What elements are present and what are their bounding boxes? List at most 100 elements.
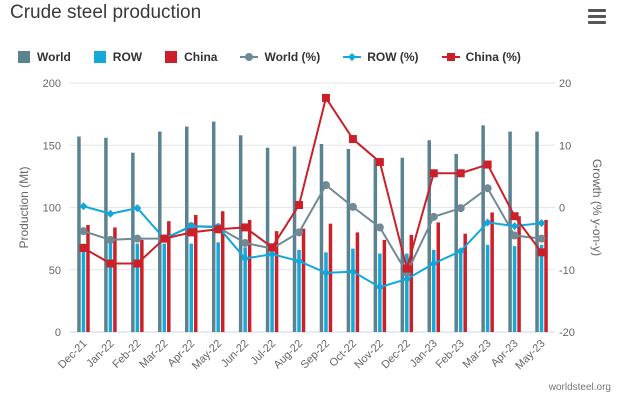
bar-row <box>270 247 274 332</box>
x-tick-label: Mar-23 <box>461 338 494 371</box>
point-row-pct <box>79 202 88 211</box>
legend: World ROW China World (%) ROW (%) China (%) <box>18 48 544 66</box>
bar-world <box>508 131 512 332</box>
point-world-pct <box>375 223 384 232</box>
point-row-pct <box>321 268 330 277</box>
legend-item-row[interactable]: ROW <box>93 50 142 64</box>
bar-china <box>167 221 171 332</box>
bar-row <box>243 247 247 332</box>
y-right-tick-label: 20 <box>559 78 571 90</box>
credit-text[interactable]: worldsteel.org <box>548 382 611 393</box>
legend-item-world[interactable]: World <box>18 50 71 64</box>
bar-world <box>158 131 162 332</box>
bar-china <box>247 219 252 332</box>
bar-china <box>140 239 144 332</box>
y-left-tick-label: 150 <box>43 140 61 152</box>
bar-row <box>135 243 140 332</box>
y-right-tick-label: -20 <box>559 327 575 339</box>
point-china-pct <box>348 135 357 144</box>
bar-world <box>373 158 378 332</box>
x-tick-label: Aug-22 <box>272 338 306 372</box>
bar-row <box>485 244 490 332</box>
point-row-pct <box>133 204 142 213</box>
bar-world <box>238 135 243 332</box>
legend-label: ROW (%) <box>367 50 419 64</box>
bar-china <box>86 224 90 332</box>
bar-china <box>517 216 521 332</box>
x-tick-label: Jan-23 <box>408 338 440 370</box>
y-right-tick-label: 10 <box>559 140 571 152</box>
x-tick-label: Feb-22 <box>110 338 143 371</box>
point-world-pct <box>79 227 88 236</box>
bar-world <box>427 140 431 332</box>
point-china-pct <box>133 259 142 268</box>
legend-label: World (%) <box>264 50 321 64</box>
x-tick-label: Jun-22 <box>219 338 251 370</box>
bar-row <box>539 244 544 332</box>
series-line-world <box>83 183 542 275</box>
bar-row <box>81 243 86 332</box>
point-china-pct <box>375 158 384 167</box>
y-left-tick-label: 50 <box>49 265 61 277</box>
x-tick-label: Nov-22 <box>352 338 386 372</box>
bar-china <box>409 234 414 332</box>
legend-item-china[interactable]: China <box>165 50 217 64</box>
legend-label: China <box>184 50 218 64</box>
bar-china <box>463 233 467 332</box>
legend-line-symbol <box>343 53 362 61</box>
y-right-tick-label: -10 <box>559 265 575 277</box>
bar-row <box>216 242 220 332</box>
point-world-pct <box>106 235 115 244</box>
point-row-pct <box>537 219 546 228</box>
point-china-pct <box>79 243 88 252</box>
bar-row <box>189 243 193 332</box>
menu-icon[interactable] <box>588 9 606 25</box>
point-row-pct <box>402 275 411 284</box>
legend-label: World <box>37 50 71 64</box>
bar-row <box>297 249 301 332</box>
bar-world <box>454 153 458 332</box>
x-tick-label: Mar-22 <box>137 338 170 371</box>
bar-row <box>324 252 328 332</box>
point-china-pct <box>510 212 519 221</box>
point-row-pct <box>483 218 492 227</box>
x-tick-label: Jan-22 <box>84 338 116 370</box>
bar-row <box>108 239 113 332</box>
bar-china <box>544 219 548 332</box>
point-china-pct <box>402 264 411 273</box>
point-china-pct <box>483 160 492 169</box>
point-china-pct <box>321 93 330 102</box>
legend-item-world[interactable]: World (%) <box>240 50 320 64</box>
x-tick-label: Feb-23 <box>434 338 467 371</box>
series-line-row <box>83 205 542 289</box>
bar-china <box>113 227 117 332</box>
legend-item-row[interactable]: ROW (%) <box>343 50 419 64</box>
legend-label: China (%) <box>465 50 521 64</box>
x-tick-label: May-22 <box>190 338 224 372</box>
point-world-pct <box>429 212 438 221</box>
y-left-tick-label: 100 <box>43 203 61 215</box>
point-world-pct <box>456 204 465 213</box>
point-china-pct <box>106 259 115 268</box>
legend-line-symbol <box>240 53 259 61</box>
legend-item-china[interactable]: China (%) <box>441 50 521 64</box>
point-world-pct <box>295 228 304 237</box>
legend-swatch <box>93 51 106 63</box>
point-row-pct <box>510 222 519 231</box>
point-row-pct <box>187 222 196 231</box>
bar-china <box>328 223 333 332</box>
bar-row <box>162 243 167 332</box>
y-left-axis-title: Production (Mt) <box>17 166 31 248</box>
point-world-pct <box>348 202 357 211</box>
legend-swatch <box>165 51 178 63</box>
point-china-pct <box>160 234 169 243</box>
point-china-pct <box>429 169 438 178</box>
bar-china <box>490 212 494 332</box>
bar-china <box>436 222 440 332</box>
bar-china <box>355 232 360 332</box>
point-china-pct <box>456 169 465 178</box>
bar-row <box>405 253 409 332</box>
x-tick-label: May-23 <box>513 338 547 372</box>
point-world-pct <box>321 181 330 190</box>
